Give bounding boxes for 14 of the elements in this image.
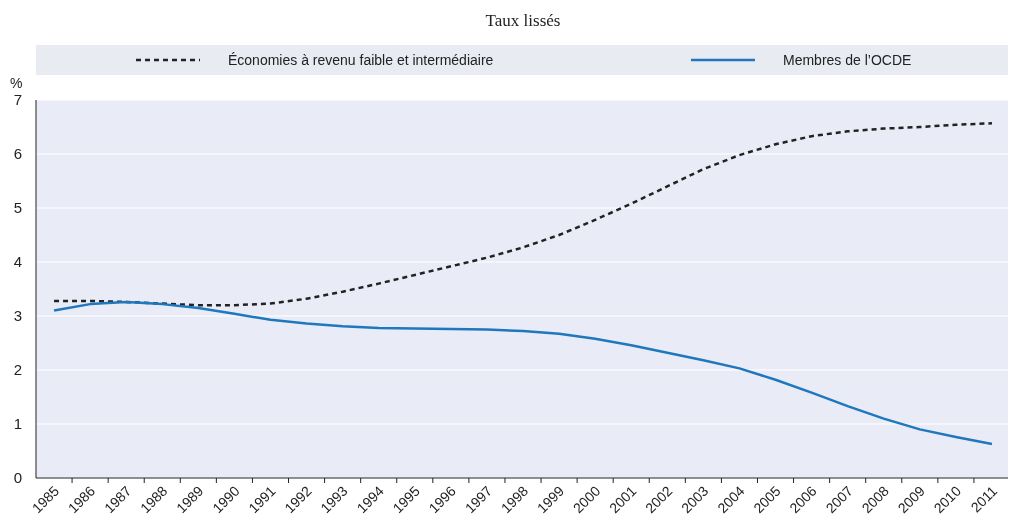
- y-axis-title: %: [10, 75, 23, 91]
- legend-label: Économies à revenu faible et intermédiaire: [228, 52, 494, 68]
- y-tick-label: 5: [13, 199, 22, 216]
- chart-subtitle: Taux lissés: [485, 11, 561, 30]
- y-tick-label: 2: [13, 361, 22, 378]
- y-tick-label: 1: [13, 415, 22, 432]
- y-tick-label: 0: [13, 469, 22, 486]
- line-series: [52, 121, 994, 307]
- legend-label: Membres de l’OCDE: [783, 52, 912, 68]
- y-tick-label: 3: [13, 307, 22, 324]
- y-tick-label: 7: [13, 91, 22, 108]
- y-tick-label: 4: [13, 253, 22, 270]
- y-tick-label: 6: [13, 145, 22, 162]
- line-series: [52, 300, 994, 446]
